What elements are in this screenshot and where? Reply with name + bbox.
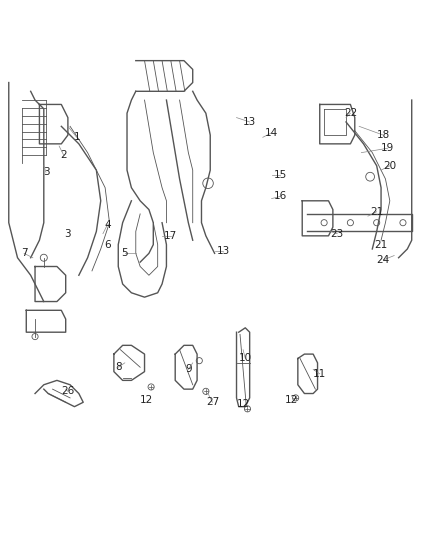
Text: 27: 27 bbox=[206, 397, 219, 407]
Text: 19: 19 bbox=[381, 143, 394, 154]
Text: 10: 10 bbox=[239, 353, 252, 364]
Text: 23: 23 bbox=[331, 229, 344, 239]
Text: 12: 12 bbox=[140, 395, 153, 405]
Text: 12: 12 bbox=[237, 399, 250, 409]
Text: 24: 24 bbox=[377, 255, 390, 265]
Text: 3: 3 bbox=[64, 229, 71, 239]
Text: 11: 11 bbox=[313, 369, 326, 379]
Text: 3: 3 bbox=[42, 167, 49, 177]
Text: 12: 12 bbox=[285, 395, 298, 405]
Text: 4: 4 bbox=[104, 220, 111, 230]
Text: 9: 9 bbox=[185, 365, 192, 374]
Text: 15: 15 bbox=[274, 169, 287, 180]
Text: 16: 16 bbox=[274, 191, 287, 201]
Text: 21: 21 bbox=[370, 207, 383, 217]
Text: 17: 17 bbox=[164, 231, 177, 241]
Text: 8: 8 bbox=[115, 362, 122, 372]
Text: 2: 2 bbox=[60, 150, 67, 160]
Text: 6: 6 bbox=[104, 240, 111, 249]
Text: 1: 1 bbox=[73, 132, 80, 142]
Text: 7: 7 bbox=[21, 248, 28, 259]
Text: 14: 14 bbox=[265, 128, 278, 138]
Text: 26: 26 bbox=[61, 386, 74, 397]
Text: 13: 13 bbox=[243, 117, 256, 127]
Text: 21: 21 bbox=[374, 240, 388, 249]
Text: 20: 20 bbox=[383, 161, 396, 171]
Text: 22: 22 bbox=[344, 108, 357, 118]
Text: 18: 18 bbox=[377, 130, 390, 140]
Text: 5: 5 bbox=[121, 248, 128, 259]
Text: 13: 13 bbox=[217, 246, 230, 256]
